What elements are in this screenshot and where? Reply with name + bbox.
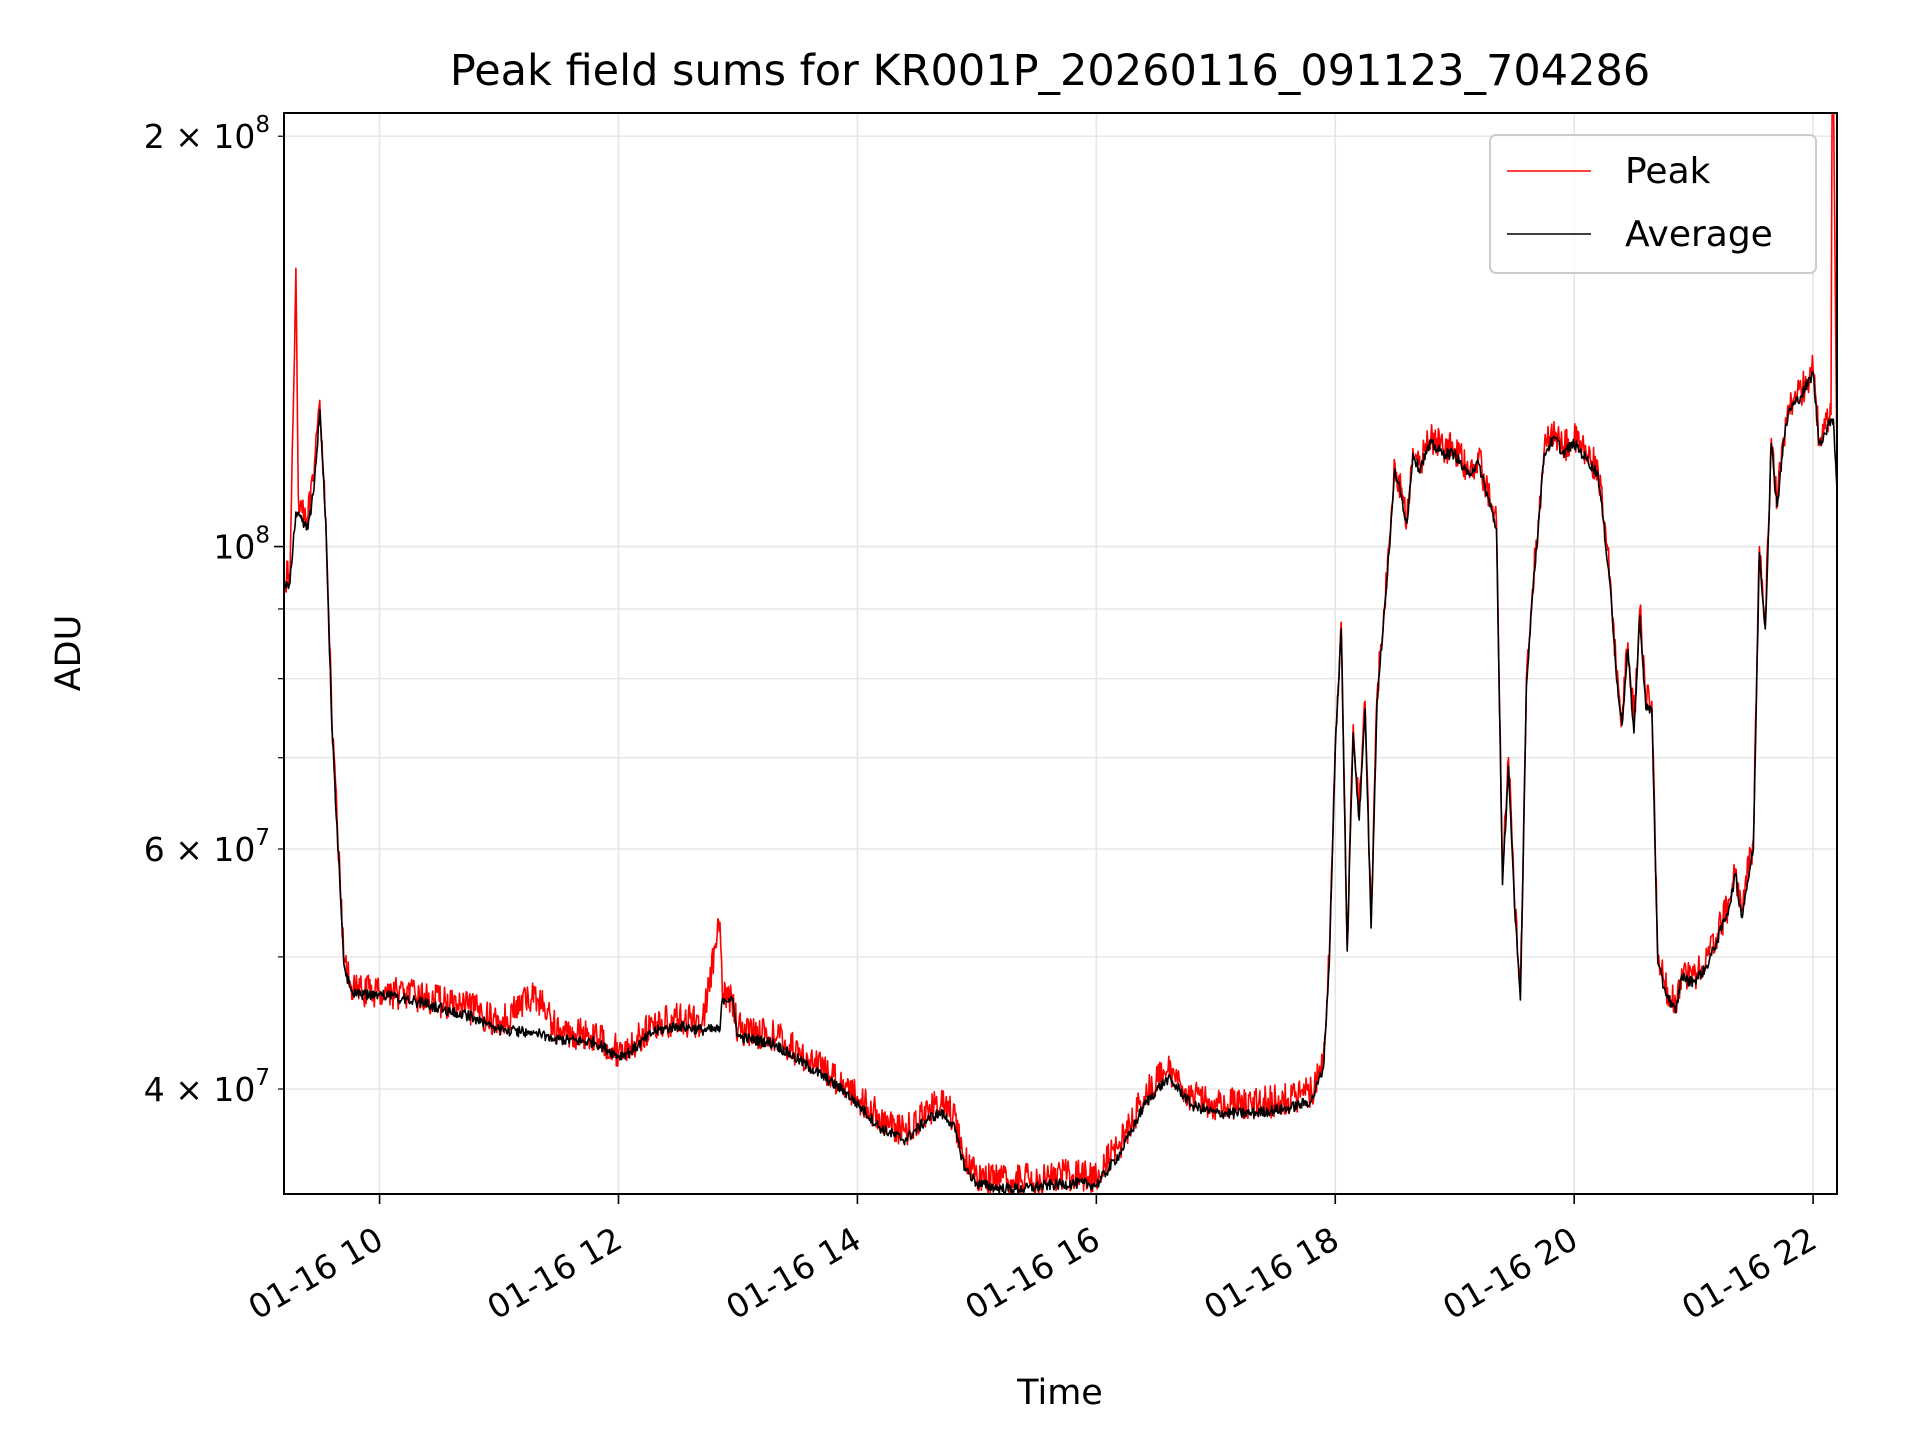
series-line-average [284,370,1837,1194]
y-tick-label: 6 × 107 [144,825,270,869]
y-tick-label: 2 × 108 [144,112,270,156]
series-line-peak [284,113,1837,1194]
series-layer [284,113,1837,1194]
y-major-tick-label: 108 [213,523,270,567]
chart-title: Peak field sums for KR001P_20260116_0911… [450,46,1650,96]
plot-frame [283,112,1838,1195]
legend: Peak Average [1489,134,1817,274]
legend-box [1489,134,1817,274]
legend-peak-label: Peak [1625,151,1711,192]
x-axis-label: Time [1016,1373,1103,1413]
grid [284,113,1837,1194]
y-tick-label: 4 × 107 [144,1065,270,1109]
y-axis-label: ADU [49,615,89,692]
legend-average-label: Average [1625,214,1773,255]
